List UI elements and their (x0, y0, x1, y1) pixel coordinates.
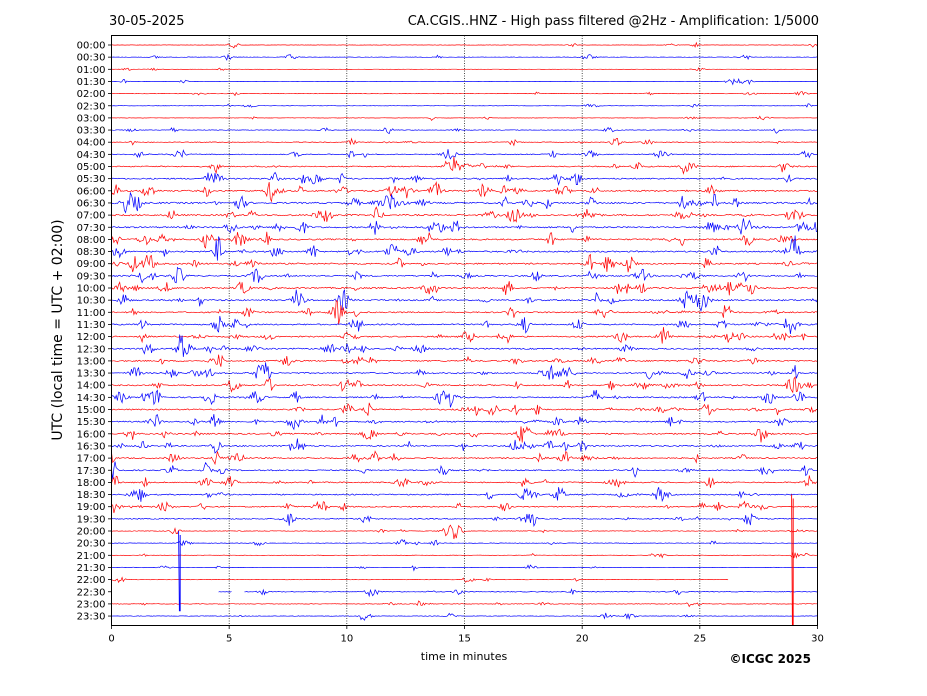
row-time-label: 15:30 (77, 417, 106, 428)
trace-row (111, 426, 818, 443)
row-time-label: 13:30 (77, 369, 106, 380)
trace-row (111, 327, 818, 344)
row-time-label: 04:00 (77, 138, 106, 149)
row-time-label: 00:30 (77, 53, 106, 64)
row-time-label: 03:30 (77, 126, 106, 137)
trace-row (111, 266, 818, 284)
row-time-label: 05:00 (77, 162, 106, 173)
row-time-label: 11:00 (77, 308, 106, 319)
vertical-gridlines (228, 35, 701, 626)
row-time-label: 16:00 (77, 429, 106, 440)
row-time-label: 09:00 (77, 259, 106, 270)
row-time-label: 20:00 (77, 527, 106, 538)
trace-row (111, 206, 818, 223)
row-time-label: 19:30 (77, 514, 106, 525)
trace-spike (178, 530, 181, 612)
x-tick-label: 30 (811, 634, 824, 645)
trace-spike (791, 494, 794, 626)
row-time-label: 18:30 (77, 490, 106, 501)
row-time-label: 05:30 (77, 174, 106, 185)
trace-row (111, 389, 818, 408)
row-time-label: 22:00 (77, 575, 106, 586)
row-time-label: 03:00 (77, 113, 106, 124)
row-time-label: 07:30 (77, 223, 106, 234)
row-time-label: 15:00 (77, 405, 106, 416)
trace-row (111, 539, 818, 547)
row-time-label: 12:00 (77, 332, 106, 343)
row-time-label: 04:30 (77, 150, 106, 161)
row-time-label: 13:00 (77, 356, 106, 367)
row-time-label: 23:00 (77, 599, 106, 610)
plot-frame (111, 35, 818, 626)
y-axis-label: UTC (local time = UTC + 02:00) (50, 219, 66, 440)
row-time-label: 10:30 (77, 296, 106, 307)
row-time-label: 00:00 (77, 41, 106, 52)
x-axis-ticks: 0 5 10 15 20 25 30 (108, 625, 824, 645)
row-time-label: 01:30 (77, 77, 106, 88)
row-time-label: 17:00 (77, 454, 106, 465)
row-time-label: 06:00 (77, 186, 106, 197)
row-time-label: 02:00 (77, 89, 106, 100)
row-time-label: 23:30 (77, 612, 106, 623)
x-tick-label: 0 (108, 634, 114, 645)
row-time-label: 18:00 (77, 478, 106, 489)
trace-row (111, 564, 818, 572)
row-time-label: 02:30 (77, 101, 106, 112)
x-tick-label: 25 (693, 634, 706, 645)
row-time-label: 17:30 (77, 466, 106, 477)
row-time-label: 22:30 (77, 587, 106, 598)
trace-row (111, 126, 818, 135)
trace-row (111, 41, 818, 49)
x-tick-label: 5 (226, 634, 232, 645)
trace-row (111, 299, 818, 325)
row-time-label: 20:30 (77, 539, 106, 550)
row-time-label: 10:00 (77, 284, 106, 295)
row-time-label: 07:00 (77, 211, 106, 222)
x-axis-label: time in minutes (421, 650, 508, 663)
trace-row (111, 524, 818, 540)
row-time-label: 21:30 (77, 563, 106, 574)
row-time-label: 11:30 (77, 320, 106, 331)
row-time-label: 14:00 (77, 381, 106, 392)
x-tick-label: 15 (458, 634, 471, 645)
trace-row (111, 376, 818, 394)
trace-row (111, 137, 818, 147)
row-time-label: 06:30 (77, 198, 106, 209)
trace-row (111, 289, 818, 312)
row-time-label: 19:00 (77, 502, 106, 513)
x-tick-label: 20 (576, 634, 589, 645)
copyright-label: ©ICGC 2025 (729, 652, 811, 666)
row-time-label: 08:00 (77, 235, 106, 246)
row-time-label: 12:30 (77, 344, 106, 355)
row-time-label: 14:30 (77, 393, 106, 404)
trace-row (111, 551, 818, 559)
row-time-label: 08:30 (77, 247, 106, 258)
x-tick-label: 10 (340, 634, 353, 645)
trace-row (111, 576, 729, 584)
trace-row (111, 231, 818, 249)
trace-row (111, 53, 818, 61)
trace-row (111, 149, 818, 160)
trace-row (111, 487, 818, 503)
chart-title: CA.CGIS..HNZ - High pass filtered @2Hz -… (408, 14, 819, 29)
date-label: 30-05-2025 (109, 14, 185, 29)
trace-row (218, 588, 818, 598)
row-time-label: 09:30 (77, 271, 106, 282)
trace-row (111, 461, 818, 480)
row-time-label: 21:00 (77, 551, 106, 562)
row-time-label: 01:00 (77, 65, 106, 76)
row-time-label: 16:30 (77, 441, 106, 452)
